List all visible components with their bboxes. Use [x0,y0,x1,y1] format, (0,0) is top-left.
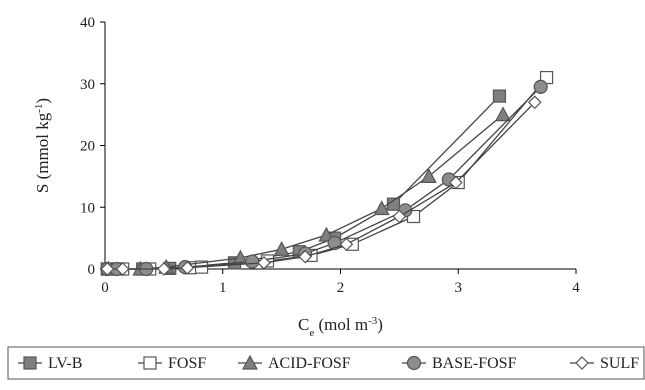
x-tick-label: 0 [101,280,109,296]
series-fosf [100,70,554,276]
x-tick-label: 3 [455,280,463,296]
data-point [494,106,511,122]
series-sulf [100,95,542,276]
data-point [100,262,115,276]
data-point [527,95,542,110]
axes: 0 10 20 30 40 0 1 2 3 4 Ce (mol m-3) S (mmol kg-1) [33,15,580,339]
data-point [373,200,390,216]
data-point [273,240,290,256]
y-tick-label: 20 [80,139,95,155]
x-tick-label: 2 [337,280,345,296]
y-tick-label: 40 [80,15,95,31]
legend: LV-B FOSF ACID-FOSF BASE-FOSF SULF [7,346,645,380]
legend-label: SULF [600,355,639,372]
legend-label: ACID-FOSF [268,355,351,372]
legend-label: LV-B [48,355,82,372]
data-point [449,175,463,190]
data-point [157,262,171,276]
y-axis-title: S (mmol kg-1) [33,98,52,193]
data-point [180,260,195,275]
x-tick-label: 4 [572,280,580,296]
y-tick-label: 30 [80,77,95,93]
y-tick-label: 10 [80,200,95,216]
x-axis-title: Ce (mol m-3) [298,315,383,339]
data-point [245,254,260,269]
y-tick-label: 0 [88,262,96,278]
legend-box [7,346,645,380]
series-layer [100,70,554,277]
legend-marker [406,355,422,371]
data-point [492,89,507,103]
data-point [392,209,407,224]
legend-label: BASE-FOSF [432,355,517,372]
data-point [339,237,354,252]
legend-marker [575,356,589,370]
data-point [298,249,313,264]
data-point [420,168,437,183]
legend-marker [23,356,37,370]
legend-marker [241,354,259,370]
legend-label: FOSF [168,355,206,372]
data-point [115,262,130,276]
series-base-fosf [100,79,548,277]
data-point [533,79,548,94]
series-line [107,95,500,270]
legend-marker [143,356,157,370]
series-line [107,101,536,270]
x-tick-label: 1 [219,280,227,296]
data-point [257,255,271,270]
